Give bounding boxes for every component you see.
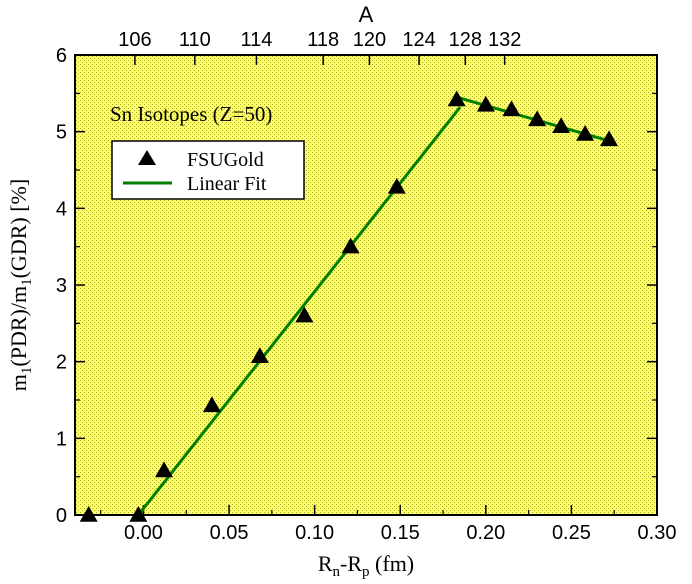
x-tick-label: 0.30 xyxy=(638,522,677,544)
data-point-triangle xyxy=(341,237,360,254)
y-tick-label: 3 xyxy=(56,275,67,297)
legend-label-linear-fit: Linear Fit xyxy=(187,173,267,195)
data-point-triangle xyxy=(600,130,619,147)
y-tick-label: 0 xyxy=(56,505,67,527)
top-tick-label: 128 xyxy=(449,29,482,51)
legend-triangle-icon xyxy=(138,150,156,165)
data-point-triangle xyxy=(476,95,495,112)
data-point-triangle xyxy=(387,177,406,194)
chart-annotation: Sn Isotopes (Z=50) xyxy=(110,102,272,126)
y-tick-label: 2 xyxy=(56,352,67,374)
x-tick-label: 0.10 xyxy=(295,522,334,544)
y-tick-label: 1 xyxy=(56,428,67,450)
x-tick-label: 0.20 xyxy=(466,522,505,544)
data-point-triangle xyxy=(552,117,571,134)
x-tick-label: 0.15 xyxy=(381,522,420,544)
top-tick-label: 120 xyxy=(353,29,386,51)
x-tick-label: 0.05 xyxy=(210,522,249,544)
data-point-triangle xyxy=(79,506,98,522)
x-axis-title: Rn-Rp (fm) xyxy=(318,551,414,580)
data-point-triangle xyxy=(502,100,521,117)
x-tick-label: 0.00 xyxy=(124,522,163,544)
top-tick-label: 114 xyxy=(241,29,273,51)
data-point-triangle xyxy=(295,306,314,323)
data-point-triangle xyxy=(155,461,174,478)
data-point-triangle xyxy=(576,124,595,141)
data-point-triangle xyxy=(528,110,547,127)
legend-label-fsugold: FSUGold xyxy=(187,149,264,171)
x-axis: 0.00 0.05 0.10 0.15 0.20 0.25 0.30 xyxy=(100,505,677,544)
legend: FSUGold Linear Fit xyxy=(111,140,305,200)
data-point-triangle xyxy=(129,506,148,522)
legend-box xyxy=(111,140,305,200)
y-axis: 0 1 2 3 4 5 6 xyxy=(56,45,657,527)
data-point-triangle xyxy=(202,396,221,413)
top-tick-label: 110 xyxy=(179,29,211,51)
data-point-triangle xyxy=(250,347,269,364)
data-point-triangle xyxy=(447,90,466,107)
x-tick-label: 0.25 xyxy=(552,522,591,544)
y-tick-label: 6 xyxy=(56,45,67,67)
y-tick-label: 4 xyxy=(56,198,67,220)
top-tick-label: 124 xyxy=(402,29,435,51)
fit-line-segment xyxy=(137,106,462,516)
y-tick-label: 5 xyxy=(56,122,67,144)
fsugold-markers xyxy=(79,90,619,522)
y-axis-title: m1(PDR)/m1(GDR) [%] xyxy=(6,179,35,391)
top-tick-label: 132 xyxy=(488,29,521,51)
top-axis: 106 110 114 118 120 124 128 132 xyxy=(118,29,521,65)
top-axis-title: A xyxy=(359,2,374,27)
top-tick-label: 118 xyxy=(307,29,339,51)
top-tick-label: 106 xyxy=(118,29,151,51)
